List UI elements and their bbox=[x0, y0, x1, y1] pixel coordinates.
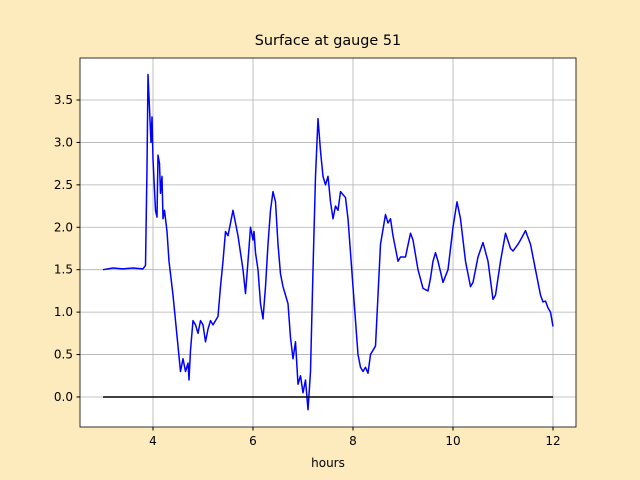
x-tick-label: 6 bbox=[249, 434, 257, 448]
y-tick-label: 3.5 bbox=[54, 93, 73, 107]
plot-area bbox=[80, 58, 576, 427]
y-tick-label: 0.5 bbox=[54, 348, 73, 362]
series-line bbox=[102, 73, 554, 411]
y-tick-label: 3.0 bbox=[54, 135, 73, 149]
y-tick-label: 1.5 bbox=[54, 263, 73, 277]
x-tick-label: 8 bbox=[349, 434, 357, 448]
y-tick-label: 2.0 bbox=[54, 220, 73, 234]
y-tick-label: 0.0 bbox=[54, 390, 73, 404]
x-axis-label: hours bbox=[311, 456, 345, 470]
x-tick-label: 4 bbox=[149, 434, 157, 448]
axes-frame bbox=[79, 57, 577, 428]
chart-title: Surface at gauge 51 bbox=[255, 33, 401, 49]
x-tick-label: 10 bbox=[445, 434, 460, 448]
y-tick-label: 2.5 bbox=[54, 178, 73, 192]
x-tick-label: 12 bbox=[545, 434, 560, 448]
y-tick-label: 1.0 bbox=[54, 305, 73, 319]
